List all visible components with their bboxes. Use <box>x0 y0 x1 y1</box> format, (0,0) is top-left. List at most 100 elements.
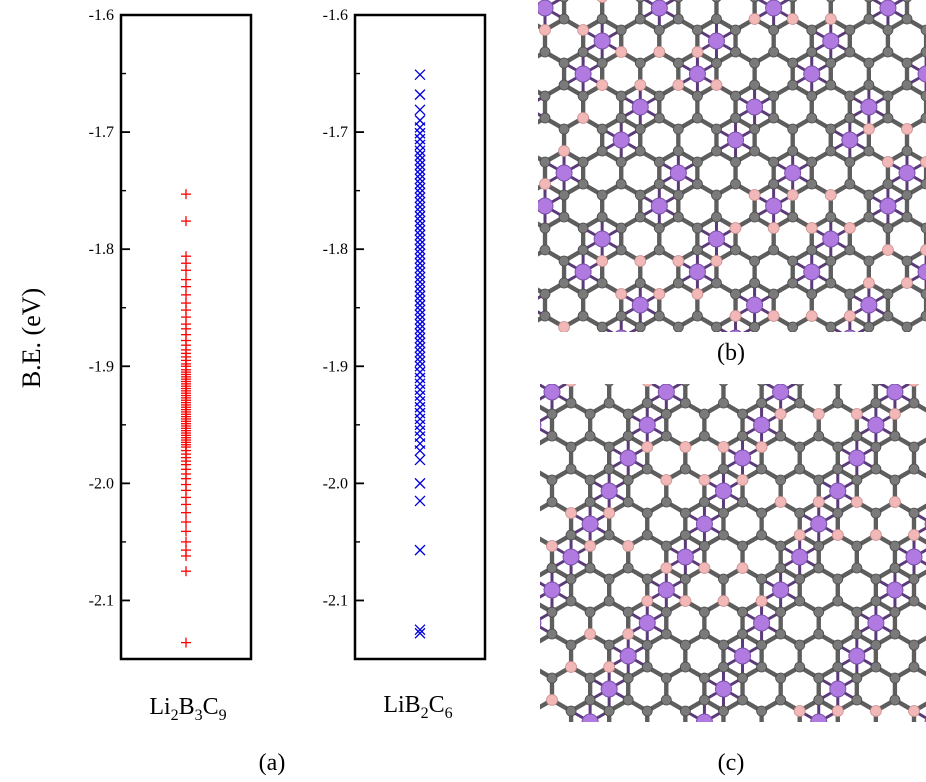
lithium-atom <box>657 384 675 401</box>
carbon-atom <box>584 672 596 684</box>
lithium-atom <box>563 351 579 367</box>
scatter-point <box>414 445 426 457</box>
carbon-atom <box>833 772 843 782</box>
boron-atom <box>717 441 730 453</box>
boron-atom <box>489 442 500 453</box>
boron-atom <box>546 694 558 706</box>
carbon-atom <box>768 46 780 58</box>
lithium-atom <box>848 647 866 665</box>
carbon-atom <box>787 321 799 332</box>
scatter-point <box>414 248 426 260</box>
boron-atom <box>539 178 551 190</box>
lithium-atom <box>822 32 840 50</box>
carbon-atom <box>768 90 780 102</box>
lithium-atom <box>638 416 656 434</box>
scatter-point <box>414 178 426 190</box>
carbon-atom <box>622 694 634 706</box>
carbon-atom <box>737 496 748 508</box>
scatter-point <box>414 69 426 81</box>
carbon-atom <box>882 24 894 36</box>
carbon-atom <box>585 365 595 375</box>
scatter-point <box>414 121 426 133</box>
carbon-atom <box>825 255 837 267</box>
carbon-atom <box>775 628 787 640</box>
carbon-atom <box>502 311 512 321</box>
boron-atom <box>501 245 512 256</box>
carbon-atom <box>794 441 806 453</box>
carbon-atom <box>509 409 519 419</box>
boron-atom <box>508 673 519 684</box>
carbon-atom <box>882 46 894 58</box>
carbon-atom <box>623 343 633 353</box>
lithium-atom <box>803 65 821 83</box>
boron-atom <box>774 408 787 420</box>
carbon-atom <box>539 288 551 300</box>
scatter-point <box>414 201 426 213</box>
carbon-atom <box>756 463 767 475</box>
lithium-atom <box>707 230 725 248</box>
plot-lib2c6: -1.6 -1.7 -1.8 -1.9 -2.0 -2.1 LiB2C6 <box>323 7 487 722</box>
lithium-atom <box>538 0 554 17</box>
lithium-atom <box>619 449 637 467</box>
boron-atom <box>889 739 900 750</box>
carbon-atom <box>603 529 615 541</box>
y-tick-label: -1.7 <box>89 124 114 141</box>
carbon-atom <box>528 706 538 716</box>
carbon-atom <box>584 474 596 486</box>
carbon-atom <box>864 0 874 3</box>
carbon-atom <box>920 46 926 58</box>
scatter-point <box>414 182 426 194</box>
scatter-point <box>414 313 426 325</box>
carbon-atom <box>672 123 684 135</box>
carbon-atom <box>547 343 557 353</box>
carbon-atom <box>889 672 901 684</box>
scatter-point <box>414 328 426 339</box>
carbon-atom <box>577 288 589 300</box>
carbon-atom <box>832 595 844 607</box>
lithium-atom <box>906 351 922 367</box>
boron-atom <box>786 189 799 201</box>
boron-atom <box>710 255 723 267</box>
boron-atom <box>508 761 519 772</box>
carbon-atom <box>908 573 920 585</box>
carbon-atom <box>634 57 646 69</box>
boron-atom <box>527 574 538 585</box>
boron-atom <box>843 222 856 234</box>
carbon-atom <box>908 507 920 519</box>
carbon-atom <box>577 46 589 58</box>
carbon-atom <box>832 661 844 673</box>
boron-atom <box>622 628 635 640</box>
carbon-atom <box>870 441 882 453</box>
carbon-atom <box>882 310 894 322</box>
lithium-atom <box>574 65 592 83</box>
scatter-point <box>414 544 426 556</box>
y-tick-label: -1.7 <box>323 124 348 141</box>
carbon-atom <box>584 496 596 508</box>
carbon-atom <box>882 222 894 234</box>
plot-frame <box>353 13 487 661</box>
carbon-atom <box>615 310 627 322</box>
carbon-atom <box>844 288 856 300</box>
lithium-atom <box>753 416 771 434</box>
carbon-atom <box>604 728 614 738</box>
carbon-atom <box>832 573 844 585</box>
boron-atom <box>889 496 901 508</box>
lithium-atom <box>714 482 732 500</box>
carbon-atom <box>851 562 863 574</box>
scatter-point <box>414 196 426 208</box>
carbon-atom <box>528 640 538 650</box>
boron-atom <box>623 365 634 376</box>
carbon-atom <box>699 408 710 420</box>
carbon-atom <box>814 365 824 375</box>
carbon-atom <box>615 112 627 124</box>
carbon-atom <box>863 13 875 25</box>
boron-atom <box>767 222 780 234</box>
carbon-atom <box>825 79 837 91</box>
carbon-atom <box>756 507 767 519</box>
boron-atom <box>774 496 787 508</box>
carbon-atom <box>749 57 760 69</box>
carbon-atom <box>718 661 729 673</box>
carbon-atom <box>890 761 900 771</box>
lithium-atom <box>600 482 618 500</box>
